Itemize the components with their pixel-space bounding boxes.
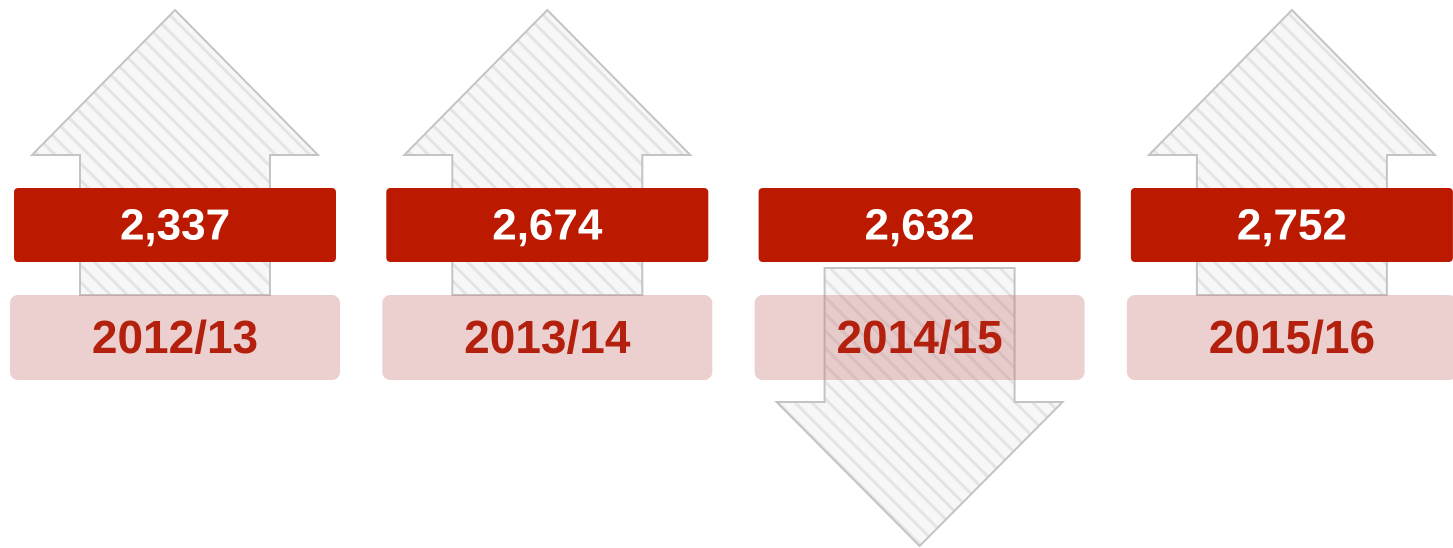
year-label: 2015/16 <box>1209 311 1375 363</box>
value-box <box>14 188 336 262</box>
year-label: 2014/15 <box>836 311 1002 363</box>
item: 2,337 2012/13 <box>10 8 340 380</box>
item: 2,632 2014/15 <box>754 188 1085 548</box>
value-label: 2,752 <box>1237 201 1347 250</box>
value-box <box>386 188 709 262</box>
year-box <box>10 295 340 380</box>
year-label: 2012/13 <box>92 311 258 363</box>
items: 2,337 2012/13 2,674 2013/14 2,632 2014/15 2,75… <box>10 8 1453 548</box>
year-box <box>382 295 713 380</box>
value-label: 2,674 <box>492 201 603 250</box>
year-label: 2013/14 <box>464 311 631 363</box>
value-box <box>1130 188 1453 262</box>
value-label: 2,632 <box>865 201 975 250</box>
item: 2,752 2015/16 <box>1126 8 1453 380</box>
value-box <box>758 188 1081 262</box>
arrow-down <box>774 267 1066 548</box>
item: 2,674 2013/14 <box>382 8 713 380</box>
year-box <box>1126 295 1453 380</box>
year-box <box>754 295 1085 380</box>
value-label: 2,337 <box>120 201 230 250</box>
